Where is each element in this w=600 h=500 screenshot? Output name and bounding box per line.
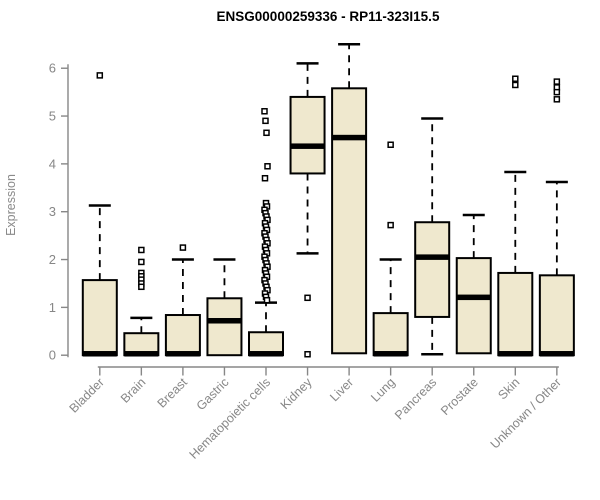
x-category-label: Hematopoietic cells [187, 375, 274, 462]
outlier-point [553, 78, 561, 85]
x-category-label: Kidney [278, 375, 315, 412]
median-line [539, 351, 574, 357]
median-line [165, 351, 200, 357]
x-category-label: Bladder [67, 375, 107, 415]
iqr-box [414, 221, 451, 318]
chart-title: ENSG00000259336 - RP11-323I15.5 [217, 9, 440, 24]
outlier-point [387, 141, 394, 148]
median-line [332, 134, 367, 141]
box-bladder [81, 72, 118, 357]
iqr-box [538, 274, 575, 357]
iqr-box [372, 312, 409, 357]
x-category-label: Breast [155, 375, 191, 411]
y-tick-label: 3 [49, 204, 56, 219]
box-unknown-other [538, 78, 575, 357]
box-gastric [206, 258, 243, 357]
outlier-point [512, 81, 519, 89]
box-hematopoietic-cells [248, 108, 284, 357]
iqr-box [497, 271, 534, 357]
median-line [415, 254, 450, 260]
x-category-label: Lung [368, 375, 398, 405]
median-line [82, 351, 117, 357]
outlier-point [512, 75, 519, 82]
box-pancreas [414, 117, 451, 356]
median-line [249, 351, 283, 357]
outlier-point [263, 296, 271, 304]
outlier-point [138, 283, 145, 291]
outlier-point [138, 258, 145, 266]
outlier-point [263, 129, 270, 137]
x-category-label: Brain [118, 375, 149, 406]
y-axis: 0 1 2 3 4 5 6 [49, 61, 69, 363]
x-category-label: Prostate [438, 375, 481, 418]
plot-area: 0 1 2 3 4 5 6 Bladder Brain Breast GastricHematopo… [49, 43, 575, 462]
y-tick-label: 5 [49, 109, 56, 124]
outlier-point [138, 246, 145, 254]
outlier-point [553, 88, 561, 96]
x-category-label: Unknown / Other [488, 375, 564, 451]
x-category-label: Pancreas [392, 375, 439, 422]
y-tick-label: 4 [49, 156, 56, 171]
iqr-box [455, 257, 492, 355]
iqr-box [331, 87, 368, 355]
iqr-box [81, 279, 118, 357]
median-line [373, 351, 408, 357]
outlier-point [96, 72, 104, 79]
y-tick-label: 2 [49, 252, 56, 267]
box-brain [123, 246, 160, 357]
box-lung [372, 141, 409, 357]
median-line [124, 351, 159, 357]
y-tick-label: 6 [49, 61, 56, 76]
iqr-box [164, 314, 201, 357]
box-breast [164, 244, 201, 357]
x-category-label: Skin [495, 375, 522, 402]
outlier-point [179, 244, 187, 251]
outlier-point [553, 96, 561, 103]
outlier-point [304, 350, 311, 358]
x-category-label: Gastric [194, 375, 232, 413]
median-line [207, 318, 242, 324]
median-line [290, 143, 325, 149]
outlier-point [261, 174, 269, 182]
outlier-point [387, 221, 394, 229]
iqr-box [289, 95, 326, 175]
x-category-label: Liver [327, 375, 356, 404]
box-skin [497, 75, 534, 357]
box-kidney [289, 62, 326, 358]
y-tick-label: 0 [49, 348, 56, 363]
median-line [456, 294, 491, 301]
median-line [498, 351, 533, 357]
box-prostate [455, 213, 492, 355]
outlier-point [304, 294, 311, 302]
box-liver [331, 43, 368, 355]
outlier-point [262, 117, 269, 125]
outlier-point [261, 108, 268, 115]
iqr-box [206, 297, 243, 357]
outlier-point [264, 163, 271, 170]
y-axis-label: Expression [4, 174, 18, 236]
y-tick-label: 1 [49, 300, 56, 315]
